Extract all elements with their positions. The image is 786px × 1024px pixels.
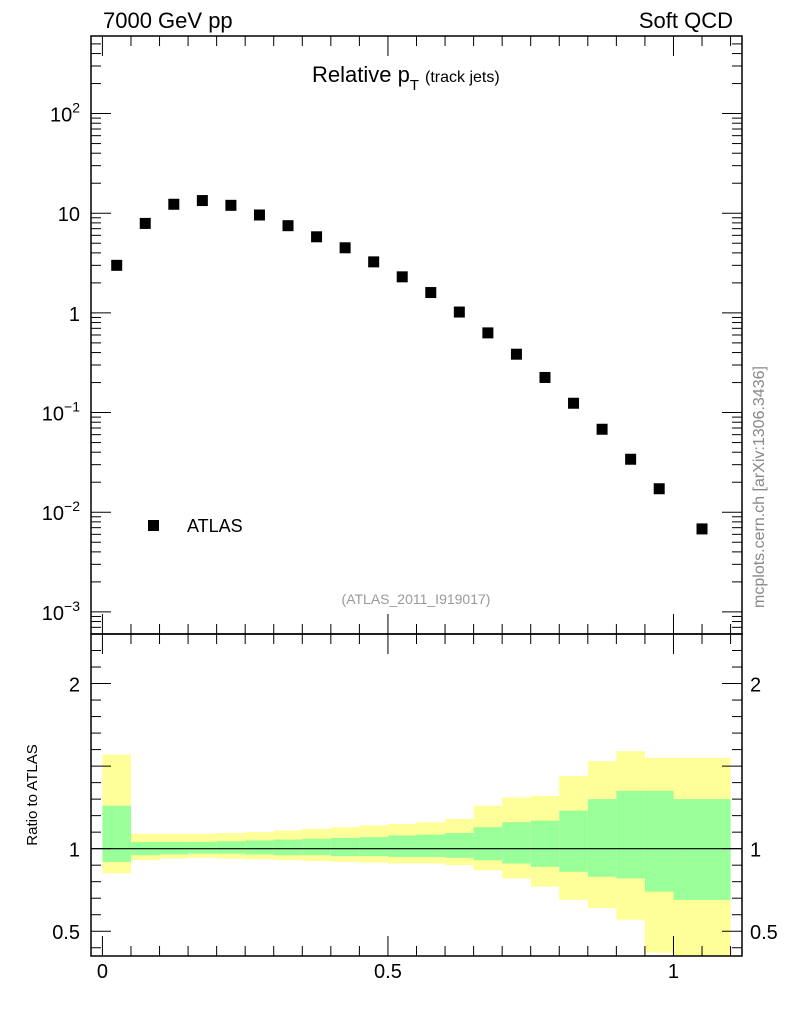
x-tick-labels: 0 0.5 1 — [97, 961, 679, 983]
main-axis-ticks — [91, 35, 742, 635]
ratio-plot-panel: 0.5 0.51 12 2 0 0.5 1 Ratio to ATLAS — [24, 633, 778, 983]
data-point — [311, 231, 323, 243]
main-y-tick-exponent: −2 — [64, 498, 80, 514]
ratio-axis-ticks — [91, 633, 742, 956]
data-point — [168, 198, 180, 210]
legend-marker — [148, 520, 159, 531]
data-point — [453, 306, 465, 318]
data-point — [253, 209, 265, 221]
inner-band-bin — [559, 810, 588, 872]
data-point — [111, 259, 123, 271]
ratio-y-tick-label-right: 0.5 — [750, 922, 778, 944]
main-y-tick-label: 10−2 — [42, 498, 80, 525]
main-y-tick-base: 10 — [50, 105, 72, 127]
data-point — [625, 453, 637, 465]
x-tick-label: 0 — [97, 961, 108, 983]
inner-band-bin — [416, 834, 446, 857]
analysis-id-label: (ATLAS_2011_I919017) — [342, 591, 491, 607]
data-point — [596, 423, 608, 435]
main-y-tick-exponent: −3 — [64, 598, 80, 614]
inner-band-bin — [102, 805, 131, 862]
main-y-tick-label: 10−3 — [42, 598, 80, 625]
data-markers — [111, 195, 708, 535]
plot-title-main: Relative p — [312, 62, 410, 87]
inner-band-bin — [502, 822, 531, 864]
data-point — [139, 217, 151, 229]
inner-band-bin — [530, 820, 560, 867]
side-source-label: mcplots.cern.ch [arXiv:1306.3436] — [751, 366, 768, 608]
ratio-y-tick-label-left: 1 — [69, 840, 80, 862]
inner-band-bin — [302, 838, 331, 856]
legend-label: ATLAS — [187, 516, 243, 536]
ratio-y-tick-label-left: 2 — [69, 675, 80, 697]
data-point — [653, 483, 665, 495]
data-point — [568, 397, 580, 409]
data-point — [396, 271, 408, 283]
main-plot-frame — [90, 35, 743, 635]
inner-band-bin — [616, 790, 645, 879]
main-y-tick-exponent: 2 — [72, 100, 80, 116]
data-point — [425, 287, 437, 299]
ratio-y-tick-label-right: 2 — [750, 675, 761, 697]
header-energy-label: 7000 GeV pp — [103, 8, 233, 33]
data-point — [282, 220, 294, 232]
header-category-label: Soft QCD — [639, 8, 733, 33]
main-y-tick-label: 102 — [50, 100, 80, 127]
data-point — [368, 256, 380, 268]
main-y-tick-exponent: −1 — [64, 399, 80, 415]
ratio-y-axis-label: Ratio to ATLAS — [24, 744, 41, 845]
main-y-tick-base: 10 — [42, 503, 64, 525]
main-y-tick-base: 10 — [42, 404, 64, 426]
inner-band-bin — [387, 835, 417, 857]
ratio-y-tick-labels: 0.5 0.5 1 1 2 2 — [52, 675, 778, 945]
x-tick-label: 0.5 — [374, 961, 402, 983]
inner-band-bin — [359, 837, 388, 857]
data-point — [482, 327, 494, 339]
ratio-y-tick-label-right: 1 — [750, 840, 761, 862]
inner-band-bin — [673, 799, 731, 900]
inner-band-bin — [644, 790, 674, 892]
data-point — [539, 371, 551, 383]
inner-band-bin — [245, 840, 274, 855]
main-y-tick-base: 10 — [42, 603, 64, 625]
plot-title: Relative pT (track jets) — [312, 62, 500, 94]
ratio-uncertainty-bands — [102, 751, 731, 956]
main-y-tick-label: 10−1 — [42, 399, 80, 426]
inner-band-bin — [273, 839, 303, 856]
data-point — [696, 523, 708, 535]
inner-band-bin — [587, 799, 617, 877]
data-point — [225, 199, 237, 211]
inner-band-bin — [473, 827, 503, 861]
main-y-tick-label: 10 — [58, 204, 80, 226]
data-point — [196, 195, 208, 207]
inner-band-bin — [188, 842, 217, 854]
plot-title-subscript: T — [410, 77, 419, 94]
plot-title-suffix: (track jets) — [425, 69, 500, 86]
inner-band-bin — [330, 837, 360, 857]
data-point — [510, 348, 522, 360]
inner-band-bin — [216, 841, 246, 854]
ratio-y-tick-label-left: 0.5 — [52, 922, 80, 944]
data-point — [339, 242, 351, 254]
inner-band-bin — [445, 832, 474, 858]
x-tick-label: 1 — [668, 961, 679, 983]
main-y-tick-label: 1 — [69, 304, 80, 326]
